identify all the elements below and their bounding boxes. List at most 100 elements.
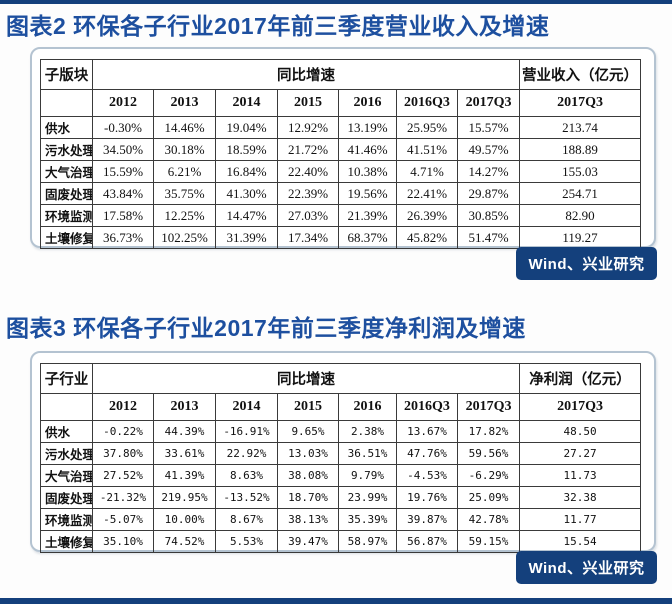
growth-value-cell: 15.57% — [456, 116, 521, 139]
figure-2-source-badge: Wind、兴业研究 — [516, 247, 657, 280]
growth-span-header: 同比增速 — [91, 363, 521, 394]
amount-value-cell: 155.03 — [519, 160, 642, 183]
period-header: 2014 — [215, 393, 278, 421]
table-row: 污水处理 37.80% 33.61% 22.92% 13.03% 36.51% 47.76%… — [40, 442, 642, 465]
growth-value-cell: 12.25% — [153, 204, 216, 227]
growth-value-cell: 19.76% — [396, 486, 458, 509]
growth-value-cell: 23.99% — [338, 486, 397, 509]
row-label: 环境监测 — [40, 204, 93, 227]
growth-value-cell: 9.65% — [277, 420, 339, 443]
growth-value-cell: 16.84% — [215, 160, 278, 183]
growth-value-cell: 31.39% — [215, 226, 278, 249]
period-header: 2017Q3 — [456, 393, 521, 421]
growth-value-cell: 5.53% — [215, 530, 278, 553]
period-header: 2012 — [92, 393, 154, 421]
growth-value-cell: 38.13% — [277, 508, 339, 531]
amount-period-header: 2017Q3 — [519, 89, 642, 117]
period-header: 2013 — [153, 89, 216, 117]
corner-spacer-cell — [40, 89, 93, 117]
growth-value-cell: 17.82% — [456, 420, 521, 443]
growth-value-cell: 30.18% — [153, 138, 216, 161]
corner-spacer-cell — [40, 393, 93, 421]
table-row: 环境监测 17.58% 12.25% 14.47% 27.03% 21.39% 26.39%… — [40, 204, 642, 227]
table-row: 污水处理 34.50% 30.18% 18.59% 21.72% 41.46% 41.51%… — [40, 138, 642, 161]
amount-value-cell: 82.90 — [519, 204, 642, 227]
amount-value-cell: 32.38 — [519, 486, 642, 509]
growth-value-cell: -4.53% — [396, 464, 458, 487]
table-row: 固废处理 43.84% 35.75% 41.30% 22.39% 19.56% 22.41%… — [40, 182, 642, 205]
row-label: 供水 — [40, 420, 93, 443]
growth-value-cell: -6.29% — [456, 464, 521, 487]
growth-value-cell: 26.39% — [396, 204, 458, 227]
growth-value-cell: 34.50% — [92, 138, 154, 161]
growth-value-cell: 10.00% — [153, 508, 216, 531]
growth-value-cell: 19.04% — [215, 116, 278, 139]
bottom-edge-bar — [0, 598, 672, 604]
growth-value-cell: 59.15% — [456, 530, 521, 553]
growth-value-cell: 21.72% — [277, 138, 339, 161]
growth-value-cell: 22.41% — [396, 182, 458, 205]
period-header: 2012 — [92, 89, 154, 117]
period-header: 2015 — [277, 393, 339, 421]
growth-span-header: 同比增速 — [91, 59, 521, 90]
row-label: 固废处理 — [40, 182, 93, 205]
amount-value-cell: 11.77 — [519, 508, 642, 531]
amount-value-cell: 188.89 — [519, 138, 642, 161]
period-header: 2017Q3 — [456, 89, 521, 117]
growth-value-cell: 37.80% — [92, 442, 154, 465]
growth-value-cell: 14.47% — [215, 204, 278, 227]
amount-value-cell: 213.74 — [519, 116, 642, 139]
period-header: 2013 — [153, 393, 216, 421]
growth-value-cell: 39.87% — [396, 508, 458, 531]
growth-value-cell: 47.76% — [396, 442, 458, 465]
growth-value-cell: 219.95% — [153, 486, 216, 509]
growth-value-cell: -16.91% — [215, 420, 278, 443]
growth-value-cell: 36.73% — [92, 226, 154, 249]
growth-value-cell: 19.56% — [338, 182, 397, 205]
row-label: 大气治理 — [40, 464, 93, 487]
period-header: 2015 — [277, 89, 339, 117]
growth-value-cell: 13.19% — [338, 116, 397, 139]
top-edge-bar — [0, 0, 672, 4]
growth-value-cell: 10.38% — [338, 160, 397, 183]
growth-value-cell: 22.92% — [215, 442, 278, 465]
growth-value-cell: 8.63% — [215, 464, 278, 487]
growth-value-cell: 59.56% — [456, 442, 521, 465]
table-row: 供水 -0.30% 14.46% 19.04% 12.92% 13.19% 25.95% 15… — [40, 116, 642, 139]
growth-value-cell: 35.75% — [153, 182, 216, 205]
growth-value-cell: 41.51% — [396, 138, 458, 161]
growth-value-cell: -0.22% — [92, 420, 154, 443]
growth-value-cell: 43.84% — [92, 182, 154, 205]
amount-value-cell: 27.27 — [519, 442, 642, 465]
table-row: 大气治理 15.59% 6.21% 16.84% 22.40% 10.38% 4.71% 14… — [40, 160, 642, 183]
growth-value-cell: 41.30% — [215, 182, 278, 205]
table-row: 供水 -0.22% 44.39% -16.91% 9.65% 2.38% 13.67% 17.… — [40, 420, 642, 443]
amount-header: 营业收入（亿元） — [519, 59, 642, 90]
amount-value-cell: 15.54 — [519, 530, 642, 553]
growth-value-cell: 74.52% — [153, 530, 216, 553]
growth-value-cell: 38.08% — [277, 464, 339, 487]
corner-header: 子行业 — [40, 363, 93, 394]
table-row: 土壤修复 36.73% 102.25% 31.39% 17.34% 68.37% 45.82… — [40, 226, 642, 249]
amount-value-cell: 119.27 — [519, 226, 642, 249]
growth-value-cell: 49.57% — [456, 138, 521, 161]
amount-value-cell: 254.71 — [519, 182, 642, 205]
growth-value-cell: 42.78% — [456, 508, 521, 531]
growth-value-cell: 22.40% — [277, 160, 339, 183]
growth-value-cell: 33.61% — [153, 442, 216, 465]
growth-value-cell: 51.47% — [456, 226, 521, 249]
period-header: 2014 — [215, 89, 278, 117]
figure-3-source-badge: Wind、兴业研究 — [516, 551, 657, 584]
growth-value-cell: 102.25% — [153, 226, 216, 249]
row-label: 土壤修复 — [40, 226, 93, 249]
row-label: 固废处理 — [40, 486, 93, 509]
growth-value-cell: 27.52% — [92, 464, 154, 487]
figure-2-table: 子版块 同比增速 营业收入（亿元） 2012 2013 2014 2015 2016 2016Q… — [40, 59, 642, 249]
growth-value-cell: 25.95% — [396, 116, 458, 139]
growth-value-cell: 9.79% — [338, 464, 397, 487]
growth-value-cell: -0.30% — [92, 116, 154, 139]
amount-value-cell: 11.73 — [519, 464, 642, 487]
corner-header: 子版块 — [40, 59, 93, 90]
figure-3-title: 图表3 环保各子行业2017年前三季度净利润及增速 — [6, 315, 526, 341]
amount-period-header: 2017Q3 — [519, 393, 642, 421]
